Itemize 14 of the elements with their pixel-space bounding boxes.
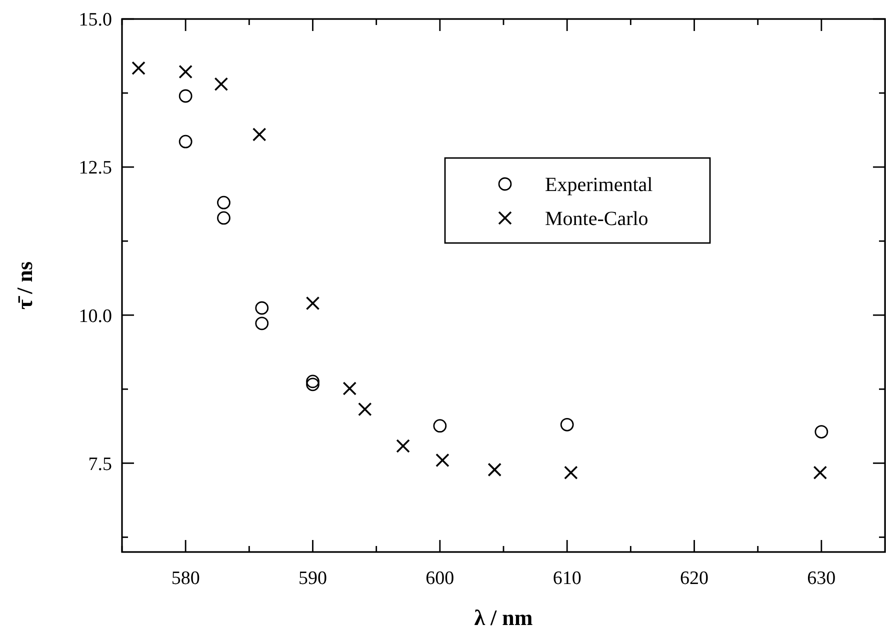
x-tick-label: 620 (680, 568, 708, 589)
x-tick-label: 600 (426, 568, 454, 589)
x-tick-label: 580 (171, 568, 200, 589)
y-tick-label: 10.0 (78, 306, 112, 327)
legend-label: Experimental (545, 174, 654, 196)
x-tick-label: 630 (807, 568, 836, 589)
x-axis-title: λ / nm (474, 605, 533, 630)
legend-label: Monte-Carlo (545, 208, 648, 230)
y-axis-title: τ̄ / ns (12, 261, 37, 310)
y-tick-label: 7.5 (88, 454, 112, 475)
x-tick-label: 590 (298, 568, 327, 589)
x-tick-label: 610 (552, 568, 582, 589)
y-tick-label: 15.0 (78, 10, 112, 31)
y-tick-label: 12.5 (78, 158, 112, 179)
